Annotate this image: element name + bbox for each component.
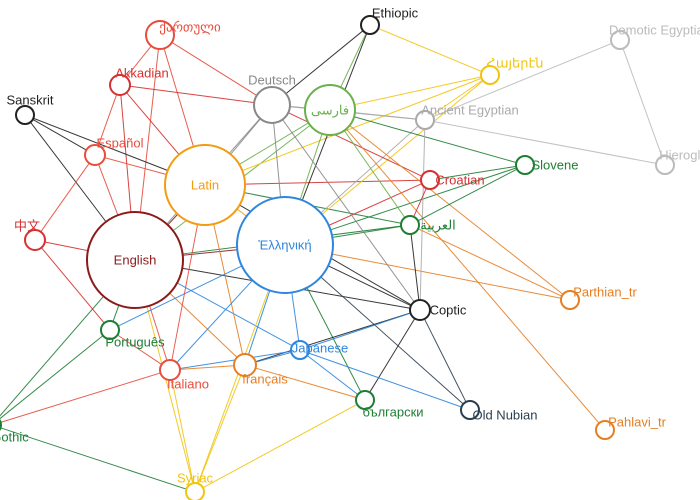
node-sanskrit[interactable] bbox=[16, 106, 34, 124]
edge-armenian-ethiopic bbox=[378, 28, 481, 71]
edge-farsi-parthian bbox=[350, 126, 563, 295]
edge-coptic-arabic bbox=[411, 234, 419, 300]
edge-italiano-gothic bbox=[1, 373, 161, 422]
edge-georgian-akkadian bbox=[126, 46, 151, 77]
edge-coptic-oldnubian bbox=[424, 319, 466, 402]
node-bulgarian[interactable] bbox=[356, 391, 374, 409]
edge-arabic-croatian bbox=[414, 188, 427, 217]
node-ancientEg[interactable] bbox=[416, 111, 434, 129]
edge-japanese-oldnubian bbox=[308, 353, 461, 407]
label-oldnubian: Old Nubian bbox=[472, 408, 537, 423]
label-gothic: Gothic bbox=[0, 430, 29, 445]
edge-italiano-syriac bbox=[172, 380, 193, 483]
edge-greek-coptic bbox=[328, 266, 411, 306]
edge-english-akkadian bbox=[121, 95, 131, 212]
node-arabic[interactable] bbox=[401, 216, 419, 234]
node-hiero[interactable] bbox=[656, 156, 674, 174]
label-coptic: Coptic bbox=[430, 303, 467, 318]
label-pahlavi: Pahlavi_tr bbox=[608, 415, 666, 430]
edge-english-chinese bbox=[45, 242, 88, 251]
edge-coptic-japanese bbox=[309, 313, 411, 347]
edge-francais-bulgarian bbox=[256, 368, 357, 397]
edge-deutsch-akkadian bbox=[130, 86, 254, 102]
node-armenian[interactable] bbox=[481, 66, 499, 84]
label-parthian: Parthian_tr bbox=[573, 285, 637, 300]
edge-demotic-hiero bbox=[623, 48, 662, 156]
label-arabic: العربية bbox=[420, 218, 456, 234]
edge-ancientEg-demotic bbox=[433, 43, 611, 116]
node-croatian[interactable] bbox=[421, 171, 439, 189]
node-farsi[interactable] bbox=[305, 85, 355, 135]
node-japanese[interactable] bbox=[291, 341, 309, 359]
nodes-layer bbox=[0, 16, 674, 500]
node-latin[interactable] bbox=[165, 145, 245, 225]
node-portugues[interactable] bbox=[101, 321, 119, 339]
edge-greek-japanese bbox=[292, 293, 299, 342]
edge-greek-francais bbox=[248, 291, 269, 355]
edge-coptic-francais bbox=[255, 313, 410, 362]
edge-english-espanol bbox=[99, 164, 118, 215]
edge-english-italiano bbox=[150, 306, 167, 361]
label-croatian: Croatian bbox=[435, 173, 484, 188]
node-akkadian[interactable] bbox=[110, 75, 130, 95]
edge-farsi-ethiopic bbox=[341, 33, 367, 87]
edge-syriac-bulgarian bbox=[203, 404, 357, 487]
node-parthian[interactable] bbox=[561, 291, 579, 309]
edge-arabic-parthian bbox=[418, 229, 562, 296]
edge-coptic-bulgarian bbox=[370, 319, 415, 393]
edge-greek-italiano bbox=[177, 280, 253, 362]
node-english[interactable] bbox=[87, 212, 183, 308]
edge-espanol-chinese bbox=[41, 163, 89, 232]
node-pahlavi[interactable] bbox=[596, 421, 614, 439]
edge-coptic-ancientEg bbox=[420, 129, 425, 300]
edge-greek-syriac bbox=[198, 290, 268, 483]
edge-farsi-armenian bbox=[354, 77, 481, 105]
label-ethiopic: Ethiopic bbox=[372, 6, 419, 21]
edge-english-georgian bbox=[140, 49, 158, 212]
edge-greek-ancientEg bbox=[321, 126, 418, 213]
label-slovene: Slovene bbox=[532, 158, 579, 173]
edge-deutsch-ethiopic bbox=[286, 31, 363, 94]
edge-espanol-sanskrit bbox=[33, 119, 87, 150]
edge-english-portugues bbox=[113, 305, 119, 321]
edge-farsi-ancientEg bbox=[355, 113, 416, 119]
edge-espanol-akkadian bbox=[98, 94, 116, 145]
language-network-graph: EnglishLatinἙλληνικήDeutschفارسیქართულიA… bbox=[0, 0, 700, 500]
edge-ancientEg-hiero bbox=[434, 122, 656, 164]
node-deutsch[interactable] bbox=[254, 87, 290, 123]
label-sanskrit: Sanskrit bbox=[7, 93, 54, 108]
edge-gothic-syriac bbox=[1, 428, 187, 489]
edge-armenian-ancientEg bbox=[432, 80, 482, 115]
node-slovene[interactable] bbox=[516, 156, 534, 174]
edge-latin-georgian bbox=[164, 48, 193, 146]
node-ethiopic[interactable] bbox=[361, 16, 379, 34]
edge-greek-parthian bbox=[332, 254, 561, 298]
node-chinese[interactable] bbox=[25, 230, 45, 250]
edge-deutsch-georgian bbox=[172, 42, 257, 95]
edge-english-sanskrit bbox=[30, 122, 106, 222]
edge-latin-greek bbox=[237, 209, 247, 216]
edge-slovene-croatian bbox=[439, 166, 516, 178]
node-oldnubian[interactable] bbox=[461, 401, 479, 419]
node-italiano[interactable] bbox=[160, 360, 180, 380]
node-syriac[interactable] bbox=[186, 483, 204, 500]
edge-syriac-francais bbox=[198, 375, 241, 483]
edge-english-francais bbox=[170, 293, 237, 357]
edge-english-gothic bbox=[0, 296, 104, 418]
node-coptic[interactable] bbox=[410, 300, 430, 320]
edge-latin-deutsch bbox=[231, 119, 261, 155]
node-georgian[interactable] bbox=[146, 21, 174, 49]
edge-greek-deutsch bbox=[274, 123, 281, 197]
edge-english-latin bbox=[168, 214, 178, 225]
node-espanol[interactable] bbox=[85, 145, 105, 165]
node-greek[interactable] bbox=[237, 197, 333, 293]
node-demotic[interactable] bbox=[611, 31, 629, 49]
label-deutsch: Deutsch bbox=[248, 73, 296, 88]
edge-english-syriac bbox=[147, 306, 193, 483]
edge-latin-croatian bbox=[245, 180, 421, 184]
node-francais[interactable] bbox=[234, 354, 256, 376]
